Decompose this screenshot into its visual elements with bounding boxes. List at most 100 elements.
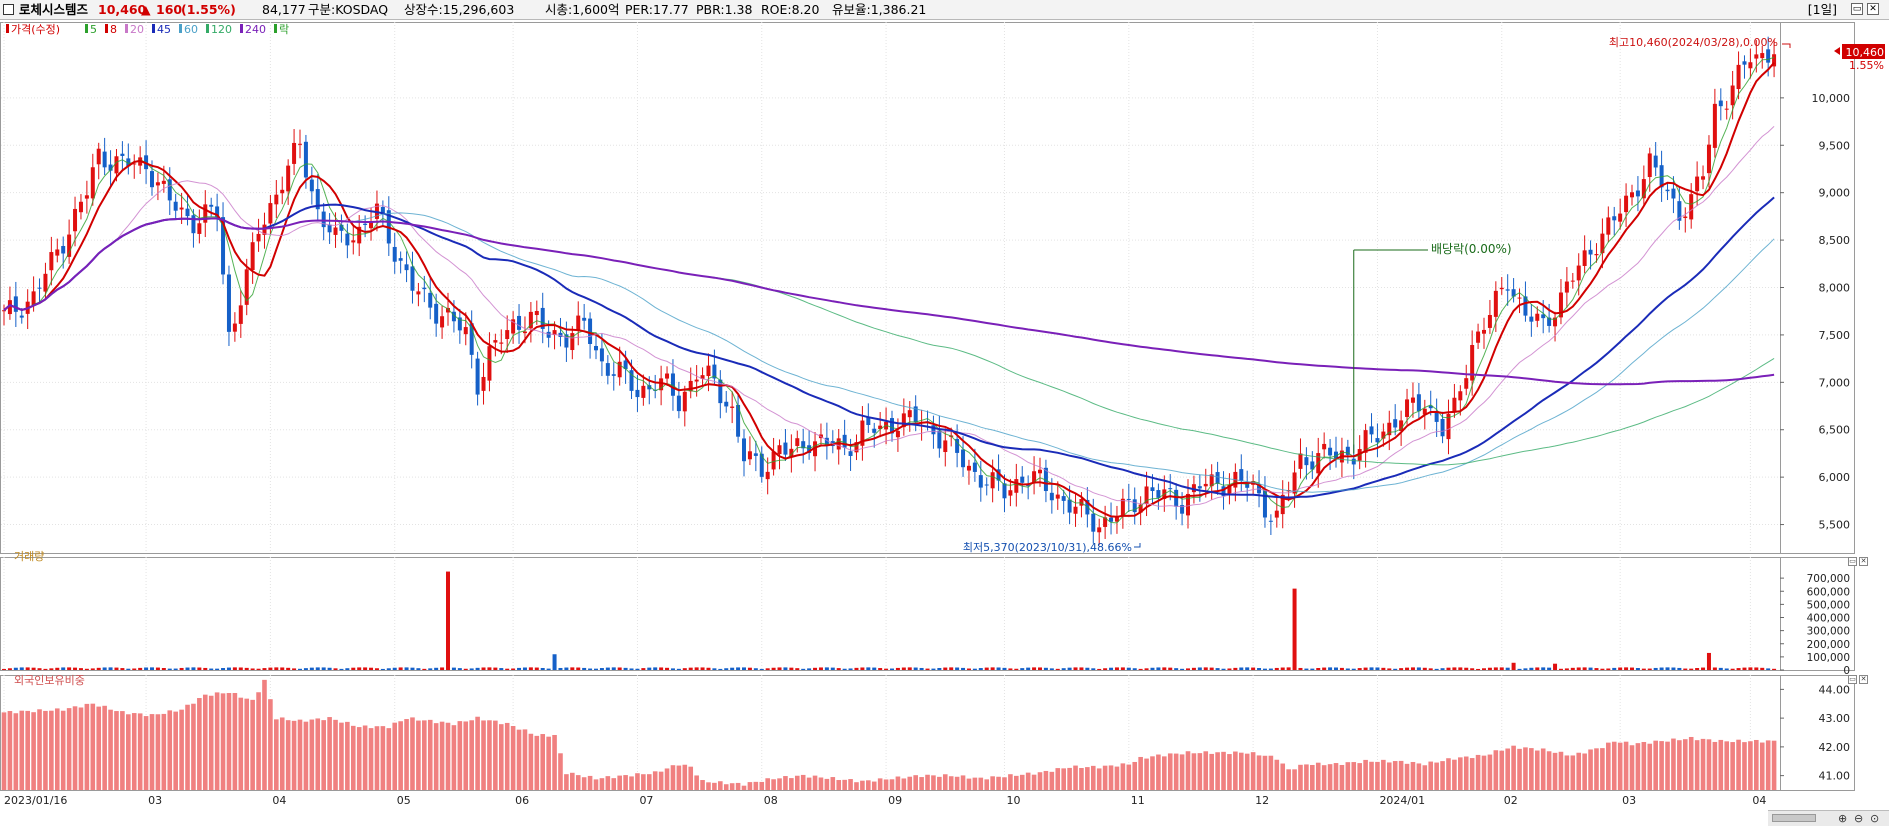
volume-bar [1345,668,1350,670]
foreign-ownership-bar [883,779,889,790]
volume-bar [990,667,995,670]
candle [226,274,231,332]
volume-bar [682,668,687,670]
foreign-ownership-bar [380,726,386,790]
foreign-ownership-bar [392,722,398,790]
foreign-ownership-bar [1600,748,1605,790]
volume-tick-label: 500,000 [1807,599,1850,611]
candle [1186,493,1190,516]
volume-bar [1505,667,1510,670]
period-selector[interactable]: [1일] [1807,2,1837,17]
candle [132,163,137,165]
candle [274,194,279,205]
candle [345,233,350,246]
volume-bar [1541,667,1546,670]
per-value: PER:17.77 [625,2,689,17]
foreign-ownership-bar [1499,750,1505,790]
scroll-thumb[interactable] [1772,814,1816,822]
foreign-ownership-bar [635,773,640,790]
volume-bar [1487,667,1492,670]
volume-bar [357,667,362,670]
candle [108,164,113,171]
foreign-ownership-bar [510,726,516,790]
foreign-ownership-bar [404,719,409,790]
volume-panel-close-button[interactable]: ✕ [1859,557,1868,566]
candle [43,273,48,292]
volume-bar [771,667,776,670]
foreign-ownership-bar [794,775,800,790]
volume-bar [854,667,859,670]
volume-bar [173,668,178,670]
foreign-ownership-bar [481,720,486,790]
volume-bar [1091,668,1096,670]
candle [244,269,249,305]
close-button[interactable]: ✕ [1867,3,1879,15]
volume-bar [1363,667,1368,670]
candle [972,462,977,472]
foreign-tick-label: 41.00 [1819,770,1851,783]
foreign-ownership-bar [901,778,907,790]
foreign-panel-minimize-button[interactable]: ▭ [1848,675,1857,684]
candle [1180,505,1185,514]
price-tick-label: 5,500 [1819,519,1851,532]
x-tick-label: 04 [272,794,286,807]
candle [712,364,717,379]
candle [990,472,995,489]
chart-scrollbar[interactable]: ⊕ ⊖ ⊙ [1768,810,1889,826]
candle [173,201,178,211]
foreign-ownership-bar [131,713,137,790]
foreign-ownership-bar [49,710,54,790]
price-tick-label: 6,500 [1819,424,1851,437]
foreign-ownership-bar [1238,752,1244,790]
volume-bar [1203,667,1208,670]
candle [67,234,72,257]
foreign-ownership-bar [1546,751,1552,790]
foreign-ownership-bar [1002,777,1007,790]
select-checkbox[interactable] [3,4,14,15]
stock-name: 로체시스템즈 [19,2,89,17]
foreign-ownership-bar [1617,742,1623,790]
volume-bar [37,668,42,670]
volume-bar [1772,668,1777,670]
candle [1458,391,1463,401]
volume-bar [1683,668,1688,670]
x-tick-label: 07 [639,794,653,807]
zoom-reset-icon[interactable]: ⊙ [1870,812,1880,825]
restore-button[interactable]: ▭ [1851,3,1863,15]
candle [913,406,918,423]
foreign-panel-close-button[interactable]: ✕ [1859,675,1868,684]
candle [1156,490,1161,498]
volume-bar [1724,668,1729,670]
foreign-ownership-bar [806,777,812,790]
volume-bar [1245,667,1250,670]
foreign-ownership-bar [1156,754,1161,790]
volume-panel-minimize-button[interactable]: ▭ [1848,557,1857,566]
x-tick-label: 04 [1752,794,1766,807]
volume-bar [1399,668,1404,670]
volume-bar [576,667,581,670]
foreign-ownership-bar [155,714,161,790]
candle [167,179,172,201]
candle [961,449,966,468]
volume-bar [321,667,326,670]
candle [475,358,480,395]
volume-bar [451,667,456,670]
volume-bar [594,668,598,670]
zoom-in-icon[interactable]: ⊕ [1838,812,1848,825]
volume-tick-label: 300,000 [1807,626,1850,638]
foreign-ownership-bar [1162,756,1167,790]
volume-bar [55,667,60,670]
candle [499,342,504,344]
candle [1730,85,1735,106]
volume-bar [303,668,308,670]
zoom-out-icon[interactable]: ⊖ [1854,812,1864,825]
foreign-ownership-bar [931,775,936,790]
volume-bar [966,668,971,670]
volume-bar [1553,663,1558,670]
ma-240-line [3,217,1775,386]
x-tick-label: 2023/01/16 [4,794,67,807]
candle [1582,250,1587,266]
candle [215,206,220,218]
foreign-tick-label: 42.00 [1819,741,1851,754]
candle [753,453,758,456]
